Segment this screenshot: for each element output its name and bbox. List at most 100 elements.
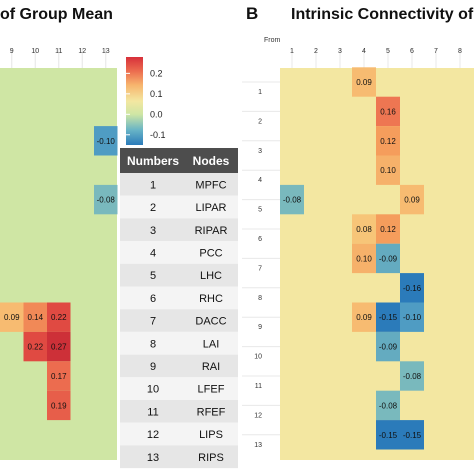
panel-b-cell-label: -0.08 xyxy=(283,196,302,205)
table-cell-node: RFEF xyxy=(197,406,226,418)
panel-a-cell-label: 0.14 xyxy=(27,313,43,322)
panel-b-y-tick: 13 xyxy=(254,442,262,449)
panel-b-cell-label: 0.08 xyxy=(356,225,372,234)
panel-a-cell-label: 0.09 xyxy=(4,313,20,322)
legend-tick-label: -0.1 xyxy=(150,130,166,140)
table-cell-number: 11 xyxy=(147,406,158,418)
panel-b-cell-label: 0.16 xyxy=(380,107,396,116)
table-row xyxy=(120,400,238,423)
panel-b-from-label: From xyxy=(264,37,281,44)
panel-b-cell xyxy=(376,390,400,421)
panel-a-cell xyxy=(23,331,47,362)
panel-b-y-tick: 1 xyxy=(258,89,262,96)
table-cell-node: LIPS xyxy=(199,429,223,441)
table-cell-number: 3 xyxy=(150,225,156,237)
panel-b-cell-label: 0.12 xyxy=(380,137,396,146)
panel-a-cell-label: 0.22 xyxy=(51,313,67,322)
panel-b-cell-label: -0.16 xyxy=(403,284,422,293)
panel-a-cell xyxy=(47,390,71,421)
table-cell-node: LIPAR xyxy=(196,202,227,214)
table-cell-node: DACC xyxy=(195,316,226,328)
panel-b-x-tick: 1 xyxy=(290,48,294,55)
table-row xyxy=(120,377,238,400)
panel-a-cell-label: 0.27 xyxy=(51,343,67,352)
panel-b-letter: B xyxy=(246,4,258,23)
panel-a-x-tick: 10 xyxy=(31,48,39,55)
panel-a-cell xyxy=(47,361,71,391)
panel-b-cell-label: -0.15 xyxy=(403,431,422,440)
table-cell-number: 5 xyxy=(150,270,156,282)
panel-b-cell-label: -0.10 xyxy=(403,313,422,322)
panel-a-cell xyxy=(47,302,71,332)
panel-b-cell-label: 0.12 xyxy=(380,225,396,234)
panel-a-x-ticks: 9 10 11 12 13 xyxy=(10,48,110,55)
table-header-nodes: Nodes xyxy=(193,154,230,168)
table-header-background xyxy=(120,148,238,173)
panel-a-cell-label: 0.22 xyxy=(27,343,43,352)
panel-b-cell xyxy=(400,361,424,391)
panel-b-cell xyxy=(352,214,376,244)
panel-b-y-tick: 10 xyxy=(254,354,262,361)
panel-a-cell-label: -0.10 xyxy=(97,137,116,146)
panel-a-cell-label: 0.19 xyxy=(51,401,67,410)
panel-a-x-tick: 13 xyxy=(102,48,110,55)
table-rows: 1 MPFC 2 LIPAR 3 RIPAR 4 PCC 5 LHC 6 RHC 7 DACC 8 LAI 9 R… xyxy=(120,173,238,469)
legend-ticks: 0.2 0.1 0.0 -0.1 xyxy=(126,68,166,140)
panel-b-cell xyxy=(376,243,400,274)
panel-a-cell-label: 0.17 xyxy=(51,372,67,381)
panel-b-cell-label: 0.09 xyxy=(356,78,372,87)
panel-a-cell-label: -0.08 xyxy=(97,196,116,205)
panel-b-y-tick: 12 xyxy=(254,412,262,419)
panel-b-cell-label: -0.08 xyxy=(379,401,398,410)
panel-b-x-tick: 5 xyxy=(386,48,390,55)
panel-b-x-tick: 6 xyxy=(410,48,414,55)
panel-b-y-tick: 5 xyxy=(258,207,262,214)
panel-a-cell xyxy=(23,302,47,332)
panel-b-cell-label: -0.15 xyxy=(379,431,398,440)
panel-a-cells: -0.10 -0.08 0.09 0.14 0.22 0.22 0.27 0.17 0.19 xyxy=(0,126,118,421)
table-cell-node: PCC xyxy=(199,247,222,259)
panel-b-cell xyxy=(352,302,376,332)
panel-b-y-tick: 9 xyxy=(258,324,262,331)
table-cell-node: RIPS xyxy=(198,452,224,464)
table-row xyxy=(120,331,238,355)
table-cell-number: 13 xyxy=(147,452,159,464)
panel-a-title: of Group Mean xyxy=(0,6,113,23)
table-header-numbers: Numbers xyxy=(127,154,179,168)
panel-b-y-tick: 8 xyxy=(258,295,262,302)
table-cell-node: LFEF xyxy=(198,384,225,396)
table-cell-number: 9 xyxy=(150,361,156,373)
panel-b-y-tick: 2 xyxy=(258,118,262,125)
panel-b-cell xyxy=(400,184,424,215)
panel-a-x-tick: 9 xyxy=(10,48,14,55)
table-cell-node: LAI xyxy=(203,338,220,350)
legend-tick-label: 0.0 xyxy=(150,109,163,119)
table-cell-node: RAI xyxy=(202,361,220,373)
table-cell-number: 2 xyxy=(150,202,156,214)
table-row xyxy=(120,354,238,378)
panel-b-title: Intrinsic Connectivity of xyxy=(291,6,474,23)
panel-b-cell xyxy=(376,126,400,156)
panel-b-x-tick: 4 xyxy=(362,48,366,55)
panel-b-cell xyxy=(376,302,400,332)
table-row xyxy=(120,173,238,196)
panel-b-cell xyxy=(352,243,376,274)
table-cell-number: 7 xyxy=(150,316,156,328)
panel-a-cell xyxy=(47,331,71,362)
table-row xyxy=(120,263,238,287)
panel-b-cell-label: -0.15 xyxy=(379,313,398,322)
panel-b-cell-label: 0.09 xyxy=(356,313,372,322)
panel-a-heatmap: -0.10 -0.08 0.09 0.14 0.22 0.22 0.27 0.17 0.19 9… xyxy=(0,48,118,460)
color-legend: 0.2 0.1 0.0 -0.1 xyxy=(126,57,166,145)
legend-tick-label: 0.1 xyxy=(150,89,163,99)
panel-b-cell xyxy=(376,331,400,362)
panel-b-cell xyxy=(400,273,424,303)
node-table: Numbers Nodes 1 MPFC 2 LIPAR 3 RIPAR 4 PCC 5 LHC 6… xyxy=(120,148,238,469)
panel-b-gridlines xyxy=(242,48,461,436)
panel-b-y-tick: 4 xyxy=(258,177,262,184)
panel-b-cell-label: -0.08 xyxy=(403,372,422,381)
panel-b-cell xyxy=(376,214,400,244)
panel-b-y-tick: 6 xyxy=(258,236,262,243)
